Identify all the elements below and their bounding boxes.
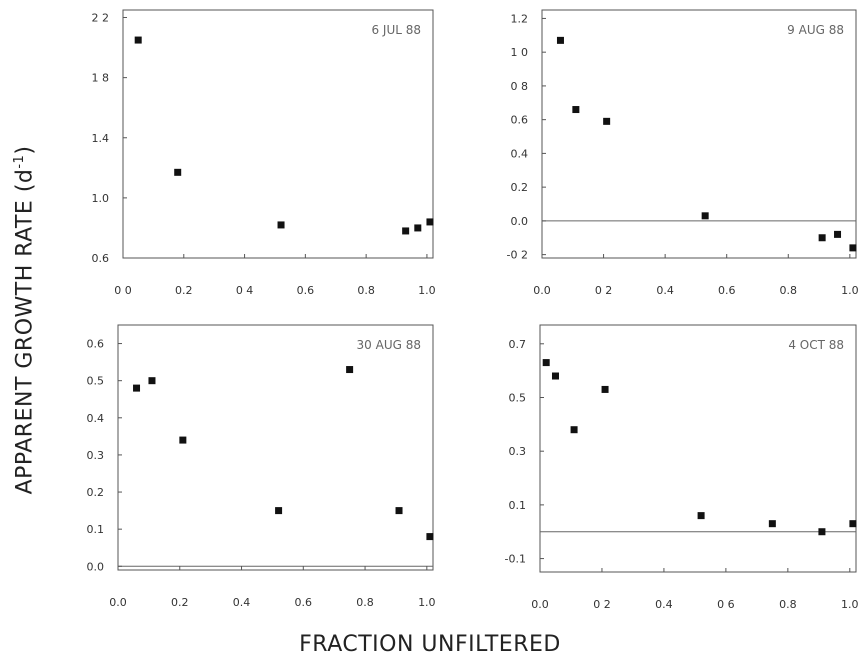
y-tick-label: 0.6: [87, 338, 105, 351]
x-tick-label: 0 2: [595, 284, 613, 297]
data-point: [570, 426, 578, 434]
data-point: [818, 528, 826, 536]
y-tick-label: -0 2: [507, 249, 528, 262]
y-tick-label: 1.4: [92, 132, 110, 145]
data-point: [768, 520, 776, 528]
y-axis-title-text: APPARENT GROWTH RATE (d-1): [12, 146, 37, 495]
data-point: [603, 117, 611, 125]
x-tick-label: 1.0: [418, 284, 436, 297]
x-tick-label: 0.0: [533, 284, 551, 297]
y-axis-title-sup: -1: [12, 154, 27, 169]
panel-1: 0.6 1.0 1.4 1 8 2 2 0 0 0.2 0 4 0.6 0.8 1.0 6 JUL 8…: [92, 9, 436, 297]
panel-date-label: 9 AUG 88: [787, 23, 844, 37]
y-tick-label: 0.0: [87, 560, 105, 573]
data-point: [277, 221, 285, 229]
plot-frame: [541, 9, 857, 259]
data-point: [395, 507, 403, 515]
x-tick-label: 0.6: [295, 596, 313, 609]
y-tick-label: 1 8: [92, 72, 110, 85]
x-tick-label: 0.6: [718, 284, 736, 297]
y-tick-label: 0.1: [87, 523, 105, 536]
x-tick-label: 0.0: [531, 598, 549, 611]
y-tick-label: -0.1: [505, 553, 526, 566]
x-tick-label: 0.8: [357, 284, 375, 297]
y-axis-title: APPARENT GROWTH RATE (d-1): [0, 0, 60, 600]
data-point: [697, 512, 705, 520]
data-point: [275, 507, 283, 515]
x-tick-label: 1.0: [841, 598, 859, 611]
y-tick-label: 0.4: [511, 147, 529, 160]
panel-date-label: 6 JUL 88: [371, 23, 421, 37]
x-tick-label: 0.4: [233, 596, 251, 609]
x-tick-label: 0.8: [780, 284, 798, 297]
y-axis-title-close: ): [12, 145, 38, 155]
data-point: [426, 533, 434, 541]
panel-2: -0 2 0.0 0.2 0.4 0.6 0 8 1 0 1.2 0.0 0 2 0.4 0.6 0.8…: [507, 9, 859, 297]
data-point: [849, 520, 857, 528]
data-point: [148, 377, 156, 385]
x-tick-label: 1.0: [841, 284, 859, 297]
chart-grid: 0.6 1.0 1.4 1 8 2 2 0 0 0.2 0 4 0.6 0.8 1.0 6 JUL 8…: [87, 9, 859, 611]
y-tick-label: 0.6: [92, 252, 110, 265]
x-tick-label: 1.0: [418, 596, 436, 609]
x-tick-label: 0 2: [593, 598, 611, 611]
data-point: [426, 218, 434, 226]
data-point: [414, 224, 422, 232]
panel-date-label: 30 AUG 88: [357, 338, 421, 352]
x-tick-label: 0.2: [175, 284, 193, 297]
plot-frame: [539, 324, 857, 573]
data-point: [402, 227, 410, 235]
y-tick-label: 1.0: [92, 192, 110, 205]
data-point: [542, 359, 550, 367]
y-tick-label: 0.5: [87, 375, 105, 388]
panel-4: -0.1 0.1 0.3 0.5 0.7 0.0 0 2 0.4 0 6 0.8 1.0 4 OCT …: [505, 324, 859, 611]
x-tick-label: 0 0: [114, 284, 132, 297]
x-tick-label: 0.8: [356, 596, 374, 609]
data-point: [174, 168, 182, 176]
data-point: [133, 384, 141, 392]
x-axis-title: FRACTION UNFILTERED: [299, 632, 561, 657]
x-tick-label: 0.8: [779, 598, 797, 611]
data-point: [179, 436, 187, 444]
data-point: [601, 385, 609, 393]
panel-3: 0.0 0.1 0.2 0.3 0.4 0.5 0.6 0.0 0.2 0.4 0.6 0.8 1.0 3…: [87, 324, 436, 609]
x-tick-label: 0.2: [171, 596, 189, 609]
x-tick-label: 0.6: [297, 284, 315, 297]
data-point: [551, 372, 559, 380]
plot-frame: [117, 324, 434, 571]
y-axis-title-main: APPARENT GROWTH RATE (d: [12, 168, 38, 495]
x-tick-label: 0.4: [655, 598, 673, 611]
y-tick-label: 2 2: [92, 12, 110, 25]
x-tick-label: 0 6: [717, 598, 735, 611]
y-tick-label: 1 0: [511, 46, 529, 59]
y-tick-label: 0.6: [511, 114, 529, 127]
data-point: [701, 212, 709, 220]
data-point: [572, 106, 580, 114]
y-tick-label: 0 8: [511, 80, 529, 93]
y-tick-label: 0.3: [509, 445, 527, 458]
data-point: [849, 244, 857, 252]
y-tick-label: 0.0: [511, 215, 529, 228]
x-tick-label: 0.0: [109, 596, 127, 609]
data-point: [834, 230, 842, 238]
panel-date-label: 4 OCT 88: [788, 338, 844, 352]
data-point: [134, 36, 142, 44]
data-point: [556, 36, 564, 44]
y-tick-label: 0.1: [509, 499, 527, 512]
y-tick-label: 0.4: [87, 412, 105, 425]
y-tick-label: 1.2: [511, 12, 529, 25]
plot-frame: [122, 9, 434, 259]
data-point: [346, 366, 354, 374]
x-tick-label: 0.4: [656, 284, 674, 297]
x-tick-label: 0 4: [236, 284, 254, 297]
y-tick-label: 0.2: [511, 181, 529, 194]
y-tick-label: 0.3: [87, 449, 105, 462]
y-tick-label: 0.2: [87, 486, 105, 499]
y-tick-label: 0.7: [509, 338, 527, 351]
data-point: [818, 234, 826, 242]
y-tick-label: 0.5: [509, 391, 527, 404]
